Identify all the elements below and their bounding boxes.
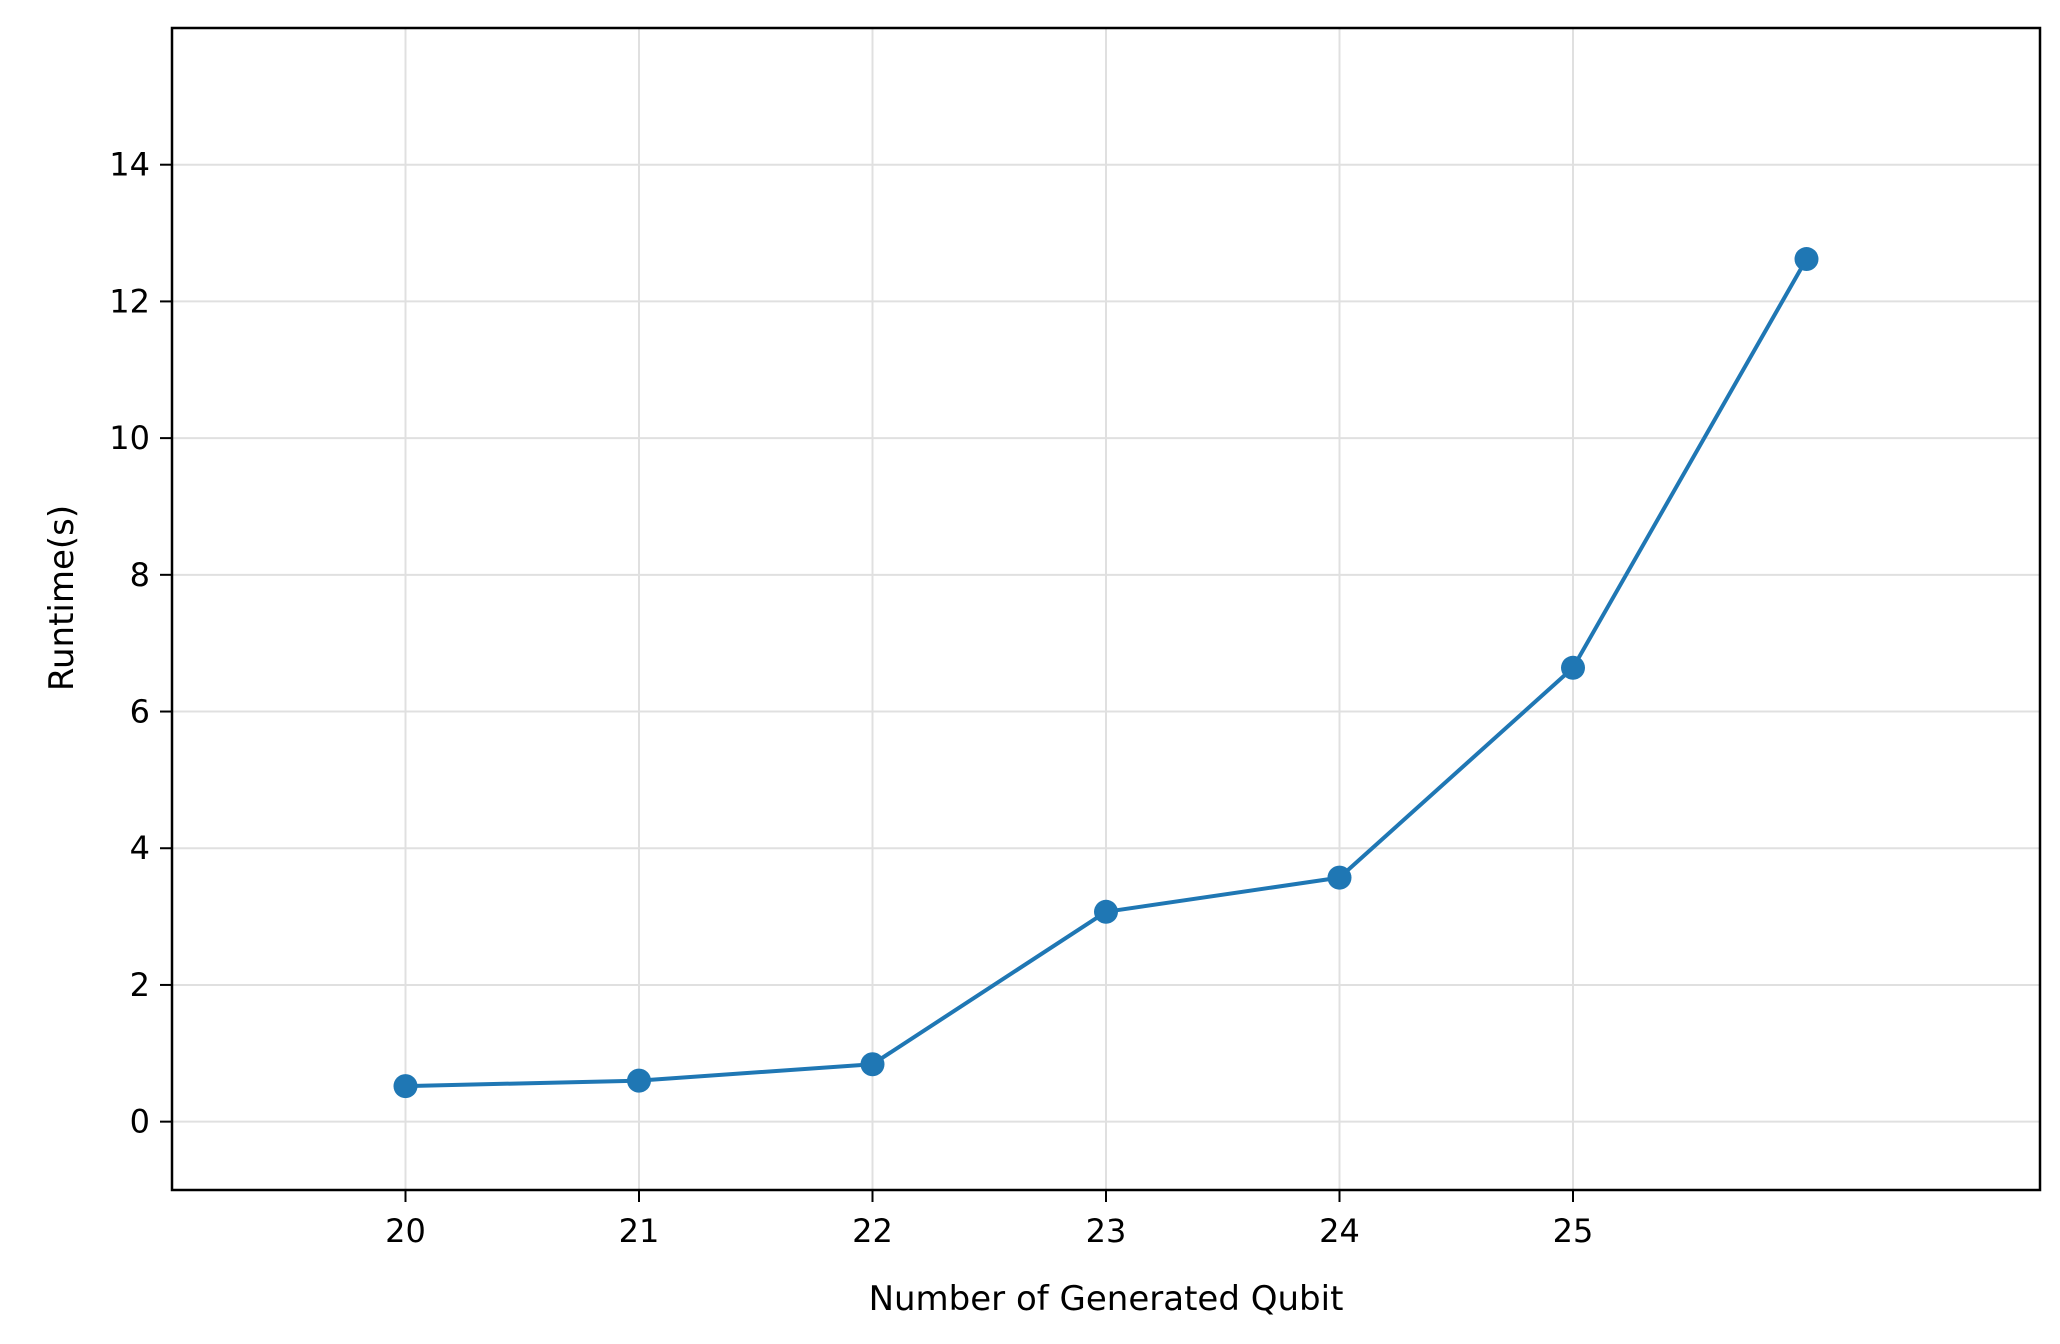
x-axis-label: Number of Generated Qubit (869, 1279, 1344, 1319)
x-tick-label: 24 (1319, 1212, 1360, 1250)
y-tick-label: 8 (130, 556, 150, 594)
y-tick-label: 10 (109, 419, 150, 457)
x-tick-label: 25 (1553, 1212, 1594, 1250)
data-point (393, 1074, 418, 1099)
y-tick-label: 4 (130, 829, 150, 867)
x-tick-label: 23 (1086, 1212, 1127, 1250)
x-tick-label: 22 (852, 1212, 893, 1250)
y-tick-label: 2 (130, 966, 150, 1004)
y-tick-label: 6 (130, 693, 150, 731)
data-point (1561, 655, 1585, 680)
x-tick-label: 21 (619, 1212, 660, 1250)
y-axis-label: Runtime(s) (42, 505, 82, 691)
x-axis-ticks: 20 21 22 23 24 25 (385, 1190, 1593, 1250)
data-point (627, 1068, 651, 1093)
y-tick-label: 14 (109, 146, 150, 184)
data-point (1794, 247, 1819, 272)
y-tick-label: 12 (109, 282, 150, 320)
grid-lines (172, 28, 2040, 1190)
x-tick-label: 20 (385, 1212, 426, 1250)
data-point (860, 1052, 885, 1077)
series-layer (393, 247, 1819, 1099)
y-axis-ticks: 0 2 4 6 8 10 12 14 (109, 146, 172, 1141)
y-tick-label: 0 (130, 1103, 150, 1141)
data-point (1327, 865, 1352, 890)
data-point (1094, 899, 1118, 924)
